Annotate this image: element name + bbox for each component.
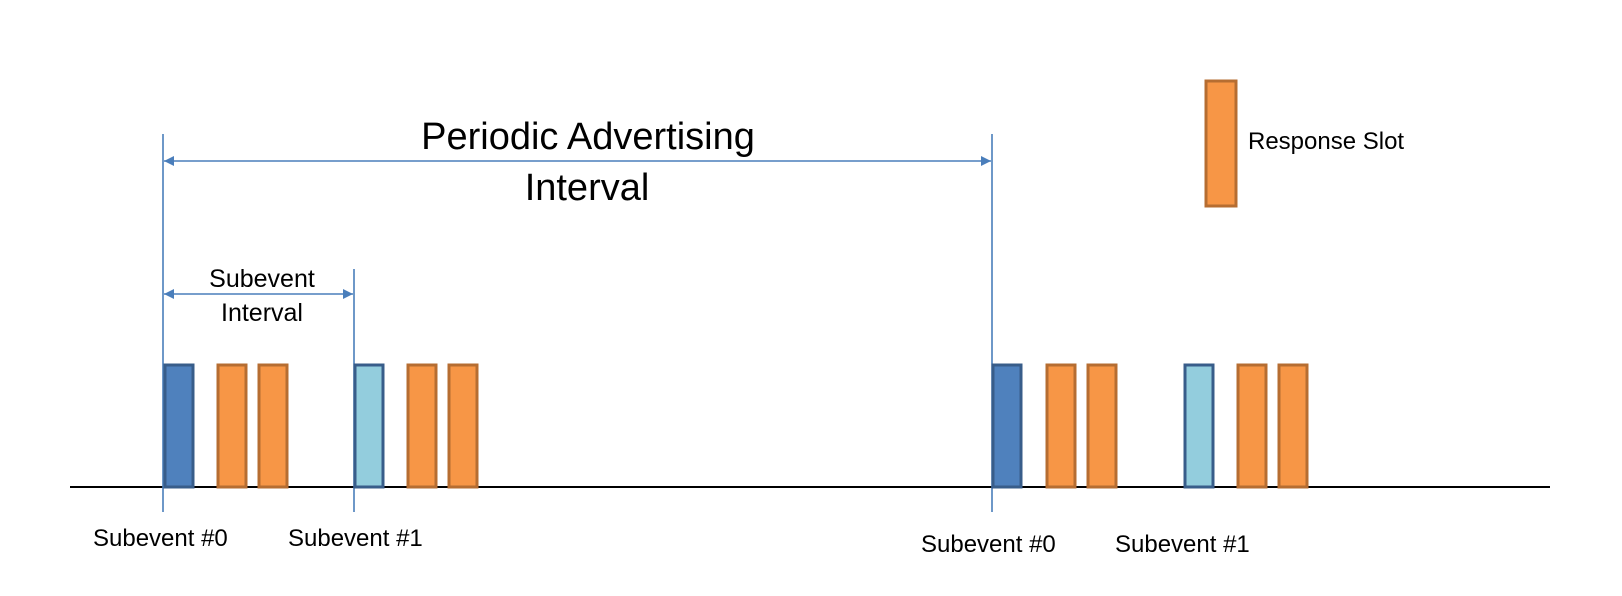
subevent1-label-a: Subevent #1 <box>288 525 423 552</box>
subevent1-slot-a <box>353 363 385 489</box>
subevent1-slot-b <box>1183 363 1215 489</box>
subevent0-label-b: Subevent #0 <box>921 531 1056 558</box>
response-slot <box>1236 363 1268 489</box>
response-slot <box>257 363 289 489</box>
periodic-advertising-interval-title-line1: Periodic Advertising <box>421 116 755 158</box>
subevent0-label-a: Subevent #0 <box>93 525 228 552</box>
periodic-advertising-interval-title-line2: Interval <box>525 167 650 209</box>
response-slot <box>406 363 438 489</box>
response-slot <box>1277 363 1309 489</box>
subevent1-label-b: Subevent #1 <box>1115 531 1250 558</box>
subevent0-slot-a <box>163 363 195 489</box>
legend-response-slot-label: Response Slot <box>1248 128 1404 155</box>
subevent0-slot-b <box>991 363 1023 489</box>
response-slot <box>216 363 248 489</box>
subevent-interval-label-line2: Interval <box>221 299 303 327</box>
response-slot <box>447 363 479 489</box>
response-slot <box>1086 363 1118 489</box>
legend-response-slot-swatch <box>1204 79 1238 208</box>
response-slot <box>1045 363 1077 489</box>
subevent-interval-label-line1: Subevent <box>209 265 315 293</box>
